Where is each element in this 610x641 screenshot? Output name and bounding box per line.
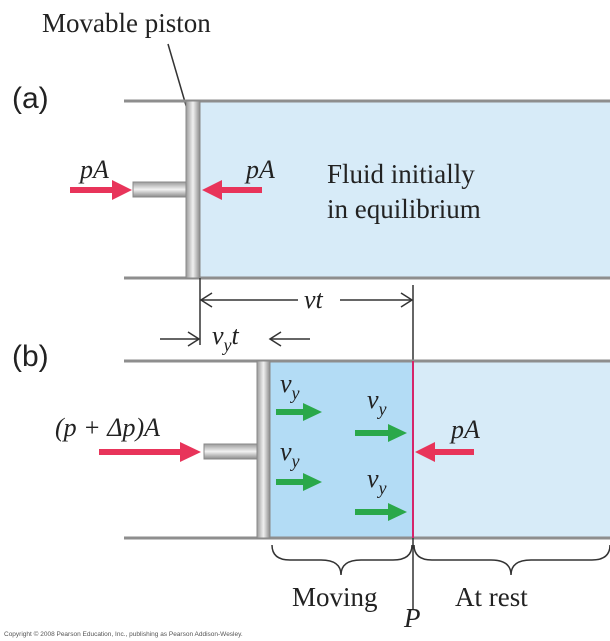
velocity-arrow-1 <box>276 403 322 421</box>
fluid-label-line1: Fluid initially <box>327 159 475 189</box>
velocity-label-3-v: v <box>367 385 379 414</box>
at-rest-label: At rest <box>455 582 528 612</box>
velocity-label-4: vy <box>367 464 387 498</box>
force-label-right-b: pA <box>449 415 480 444</box>
velocity-label-4-sub: y <box>377 478 387 498</box>
piston-rod-b <box>203 443 258 460</box>
vyt-label-v: v <box>212 321 224 350</box>
velocity-arrow-2 <box>276 473 322 491</box>
vyt-label: vyt <box>212 321 240 355</box>
force-arrow-left-a <box>70 180 132 200</box>
copyright-notice: Copyright © 2008 Pearson Education, Inc.… <box>4 630 243 638</box>
vyt-dimension <box>160 331 310 347</box>
velocity-label-4-v: v <box>367 464 379 493</box>
panel-a-tag: (a) <box>12 82 49 115</box>
moving-brace <box>271 544 413 576</box>
velocity-label-3-sub: y <box>377 399 387 419</box>
velocity-label-2-v: v <box>280 437 292 466</box>
vt-label: vt <box>304 285 324 314</box>
velocity-label-1-v: v <box>280 369 292 398</box>
fluid-region-a <box>200 101 610 278</box>
force-arrow-right-b <box>415 442 474 462</box>
velocity-arrow-3 <box>355 424 407 442</box>
at-rest-brace <box>413 544 610 576</box>
force-label-right-a: pA <box>244 155 275 184</box>
vyt-label-sub: y <box>222 335 232 355</box>
piston-rod-a <box>132 181 187 198</box>
point-p-label: P <box>403 603 421 633</box>
piston-a <box>185 100 201 279</box>
movable-piston-label: Movable piston <box>42 8 211 38</box>
vt-dimension <box>199 292 414 308</box>
velocity-label-2-sub: y <box>290 451 300 471</box>
moving-label: Moving <box>292 582 378 612</box>
force-label-left-b: (p + Δp)A <box>55 413 160 442</box>
velocity-label-1-sub: y <box>290 383 300 403</box>
velocity-arrow-4 <box>355 503 407 521</box>
piston-b <box>256 360 271 539</box>
vyt-label-t: t <box>232 321 240 350</box>
panel-b-tag: (b) <box>12 340 49 373</box>
force-arrow-left-b <box>99 442 201 462</box>
force-arrow-right-a <box>202 180 262 200</box>
fluid-label-line2: in equilibrium <box>327 194 481 224</box>
velocity-label-2: vy <box>280 437 300 471</box>
force-label-left-a: pA <box>78 155 109 184</box>
velocity-label-3: vy <box>367 385 387 419</box>
velocity-label-1: vy <box>280 369 300 403</box>
